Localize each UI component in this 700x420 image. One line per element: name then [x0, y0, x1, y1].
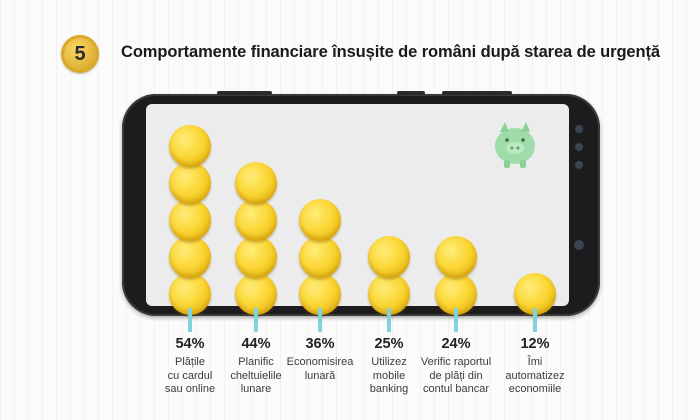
phone-sensor-dot	[575, 143, 583, 151]
value-label-4: 25%	[374, 336, 404, 352]
value-label-6: 12%	[520, 336, 550, 352]
coin-1-4	[169, 162, 211, 204]
coin-4-2	[368, 236, 410, 278]
phone-sensor-dot	[575, 125, 583, 133]
category-label-5: Verific raportul de plăți din contul ban…	[420, 356, 492, 395]
value-label-1: 54%	[175, 336, 205, 352]
bar-stem-2	[254, 308, 258, 332]
category-label-3: Economisirea lunară	[286, 356, 354, 382]
chart-title: Comportamente financiare însușite de rom…	[121, 43, 660, 61]
bar-stem-5	[454, 308, 458, 332]
bar-stem-6	[533, 308, 537, 332]
value-label-2: 44%	[241, 336, 271, 352]
phone-sensor-dot	[575, 161, 583, 169]
coin-5-2	[435, 236, 477, 278]
coin-2-2	[235, 236, 277, 278]
phone-sensors	[572, 120, 586, 290]
category-label-4: Utilizez mobile banking	[369, 356, 409, 395]
bar-stem-1	[188, 308, 192, 332]
coin-3-2	[299, 236, 341, 278]
value-label-3: 36%	[305, 336, 335, 352]
category-label-2: Planific cheltuielile lunare	[230, 356, 282, 395]
phone-volume-button	[217, 91, 272, 95]
value-label-5: 24%	[441, 336, 471, 352]
piggy-bank-icon	[495, 122, 535, 168]
step-number-badge: 5	[61, 35, 99, 73]
category-label-1: Plățile cu cardul sau online	[164, 356, 216, 395]
phone-power-button	[397, 91, 425, 95]
coin-2-3	[235, 199, 277, 241]
bar-stem-4	[387, 308, 391, 332]
phone-camera-dot	[574, 240, 584, 250]
phone-side-button	[442, 91, 512, 95]
coin-1-2	[169, 236, 211, 278]
coin-1-3	[169, 199, 211, 241]
coin-1-5	[169, 125, 211, 167]
category-label-6: Îmi automatizez economiile	[505, 356, 565, 395]
coin-3-3	[299, 199, 341, 241]
bar-stem-3	[318, 308, 322, 332]
coin-2-4	[235, 162, 277, 204]
